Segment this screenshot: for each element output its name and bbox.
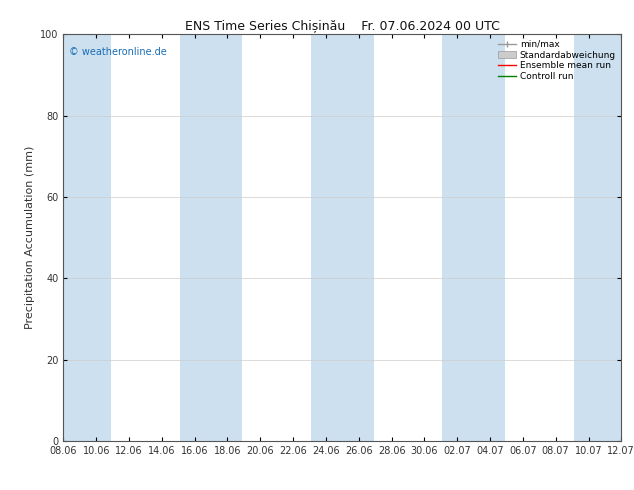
Title: ENS Time Series Chișinău    Fr. 07.06.2024 00 UTC: ENS Time Series Chișinău Fr. 07.06.2024 … <box>185 19 500 32</box>
Bar <box>180 34 242 441</box>
Bar <box>443 34 505 441</box>
Bar <box>49 34 111 441</box>
Y-axis label: Precipitation Accumulation (mm): Precipitation Accumulation (mm) <box>25 146 35 329</box>
Legend: min/max, Standardabweichung, Ensemble mean run, Controll run: min/max, Standardabweichung, Ensemble me… <box>495 37 619 84</box>
Bar <box>311 34 373 441</box>
Bar <box>574 34 634 441</box>
Text: © weatheronline.de: © weatheronline.de <box>69 47 167 56</box>
